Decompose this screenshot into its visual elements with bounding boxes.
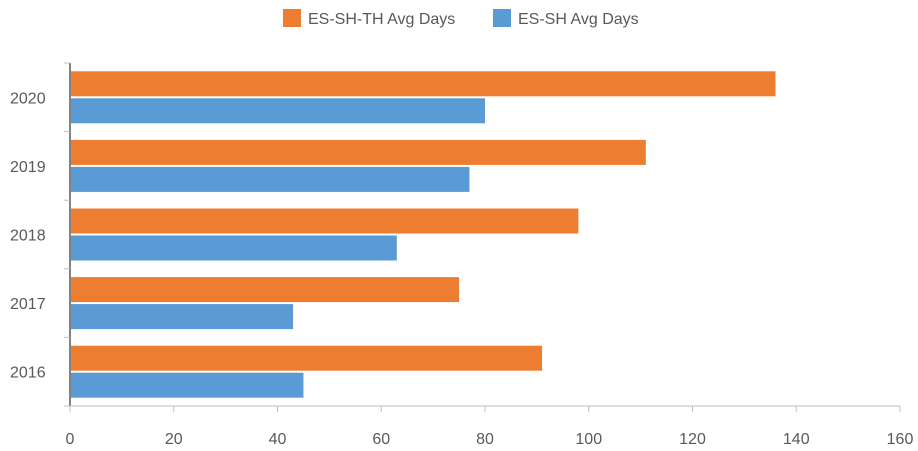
bars-group xyxy=(71,71,776,398)
legend-swatch-es-sh-th xyxy=(283,9,301,27)
x-tick-label-80: 80 xyxy=(476,431,494,448)
x-tick-label-40: 40 xyxy=(269,431,287,448)
x-tick-label-100: 100 xyxy=(575,431,602,448)
bar-es-sh-2020 xyxy=(71,98,485,124)
bar-es-sh-th-2018 xyxy=(71,208,579,234)
bar-es-sh-2018 xyxy=(71,235,397,261)
x-tick-label-0: 0 xyxy=(66,431,75,448)
bar-es-sh-2019 xyxy=(71,166,470,192)
y-tick-label-2018: 2018 xyxy=(10,228,46,245)
x-tick-label-160: 160 xyxy=(887,431,914,448)
legend-label-es-sh: ES-SH Avg Days xyxy=(518,11,639,28)
bar-es-sh-th-2020 xyxy=(71,71,776,97)
legend-swatch-es-sh xyxy=(493,9,511,27)
bar-es-sh-2017 xyxy=(71,304,294,330)
y-tick-label-2016: 2016 xyxy=(10,365,46,382)
bar-es-sh-th-2017 xyxy=(71,277,460,303)
x-tick-label-120: 120 xyxy=(679,431,706,448)
axes-group: 2016 2017 2018 2019 2020 0 20 40 60 80 100 120 140 16… xyxy=(10,62,914,448)
y-tick-label-2020: 2020 xyxy=(10,90,46,107)
y-tick-label-2019: 2019 xyxy=(10,159,46,176)
legend: ES-SH-TH Avg Days ES-SH Avg Days xyxy=(283,9,639,28)
x-tick-label-60: 60 xyxy=(372,431,390,448)
x-tick-label-140: 140 xyxy=(783,431,810,448)
bar-es-sh-th-2016 xyxy=(71,345,543,371)
y-tick-label-2017: 2017 xyxy=(10,296,46,313)
bar-es-sh-th-2019 xyxy=(71,139,646,165)
legend-label-es-sh-th: ES-SH-TH Avg Days xyxy=(308,11,455,28)
bar-es-sh-2016 xyxy=(71,372,304,398)
x-tick-label-20: 20 xyxy=(165,431,183,448)
